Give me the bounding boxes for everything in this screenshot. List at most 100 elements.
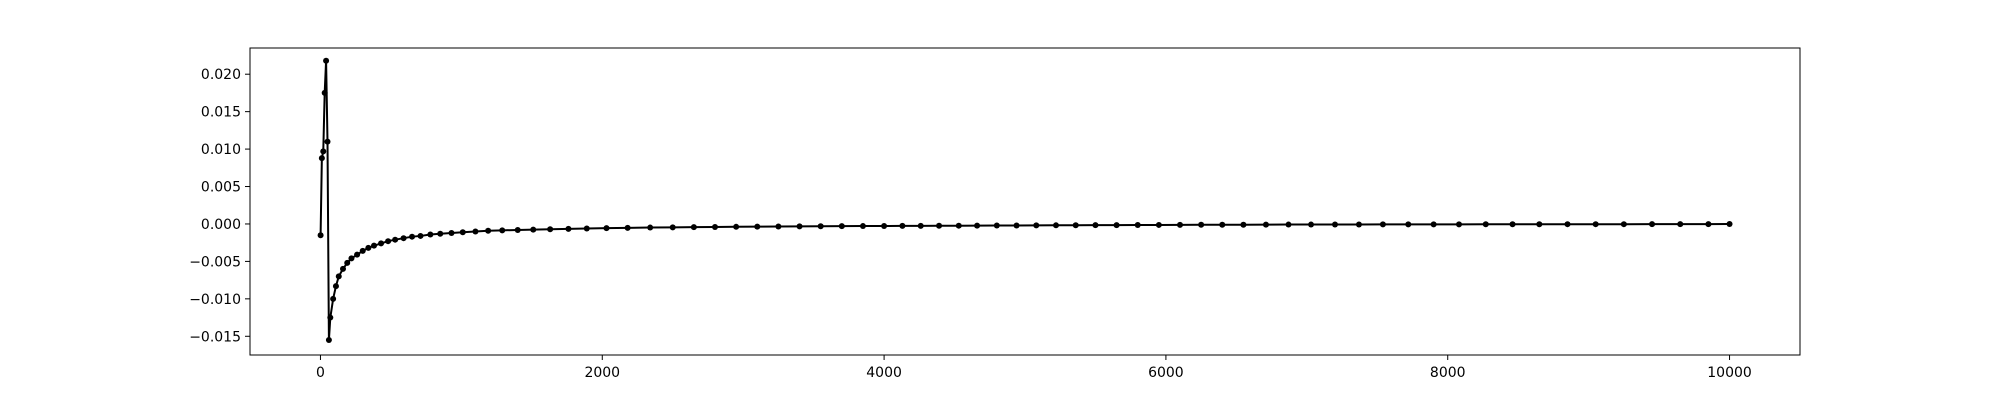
data-point (427, 231, 434, 238)
plot-frame (249, 47, 1801, 356)
data-point (530, 226, 537, 233)
data-point (1033, 222, 1040, 229)
data-point (583, 225, 590, 232)
data-point (917, 222, 924, 229)
data-point (712, 223, 718, 230)
data-point (1405, 221, 1412, 228)
data-point (1285, 221, 1292, 228)
data-point (321, 89, 328, 96)
data-point (378, 240, 385, 247)
data-point (385, 238, 392, 245)
data-point (817, 223, 824, 230)
x-tick-label: 10000 (1707, 365, 1752, 381)
data-point (565, 225, 572, 232)
data-point (459, 229, 466, 236)
data-point (417, 232, 424, 239)
y-tick-label: 0.010 (201, 142, 241, 158)
y-tick-label: −0.015 (189, 329, 241, 345)
data-point (1430, 221, 1437, 228)
data-point (437, 230, 444, 237)
chart-axes: 0 2000 4000 6000 8000 10000 −0.015 −0.010 −0.005… (189, 67, 1752, 381)
data-point (499, 227, 506, 234)
data-point (409, 233, 416, 240)
y-tick-label: 0.020 (201, 67, 241, 83)
data-point (1649, 221, 1656, 228)
data-point (624, 224, 631, 231)
data-point (320, 148, 327, 155)
x-tick-label: 8000 (1430, 365, 1466, 381)
data-point (323, 57, 330, 64)
y-tick-label: 0.005 (201, 180, 241, 196)
data-point (1072, 222, 1079, 229)
data-point (514, 226, 521, 233)
data-point (974, 222, 981, 229)
data-point (1456, 221, 1462, 228)
data-point (899, 222, 906, 229)
data-point (348, 255, 355, 262)
data-point (392, 236, 399, 243)
data-point (1379, 221, 1386, 228)
data-point (371, 242, 377, 249)
data-point (400, 235, 407, 242)
data-point (647, 224, 654, 231)
data-point (485, 227, 492, 234)
data-point (1592, 221, 1599, 228)
data-point (796, 223, 803, 230)
data-point (733, 223, 740, 230)
data-point (1705, 221, 1712, 228)
data-point (1262, 221, 1269, 228)
data-point (669, 224, 676, 231)
data-point (859, 223, 866, 230)
data-point (1355, 221, 1362, 228)
data-point (318, 155, 325, 162)
data-point (365, 244, 372, 251)
data-point (1177, 221, 1183, 228)
y-tick-label: −0.005 (189, 254, 241, 270)
data-point (1308, 221, 1315, 228)
y-tick-label: −0.010 (189, 292, 241, 308)
data-point (775, 223, 782, 230)
data-point (1219, 221, 1226, 228)
data-point (1092, 222, 1099, 229)
data-point (1332, 221, 1338, 228)
x-tick-label: 4000 (866, 365, 902, 381)
data-point (472, 228, 479, 235)
data-point (359, 247, 366, 254)
chart-marks (317, 57, 1733, 344)
data-point (881, 222, 888, 229)
plot-area (250, 48, 1800, 355)
data-point (1677, 221, 1684, 228)
data-point (335, 273, 342, 280)
data-point (993, 222, 1000, 229)
data-point (1155, 221, 1162, 228)
data-point (1482, 221, 1489, 228)
y-tick-label: 0.000 (201, 217, 241, 233)
data-point (332, 283, 339, 290)
data-point (936, 222, 943, 229)
data-point (327, 314, 334, 321)
data-point (1509, 221, 1516, 228)
data-point (603, 225, 610, 232)
data-point (344, 259, 351, 266)
x-tick-label: 2000 (584, 365, 620, 381)
data-point (690, 224, 697, 231)
x-tick-label: 0 (316, 365, 325, 381)
data-point (1053, 222, 1059, 229)
data-point (340, 265, 346, 272)
data-point (838, 223, 845, 230)
data-point (1198, 221, 1205, 228)
data-point (1013, 222, 1020, 229)
data-point (324, 138, 331, 145)
data-point (1564, 221, 1571, 228)
data-point (1536, 221, 1543, 228)
data-point (1726, 221, 1733, 228)
data-point (547, 226, 554, 233)
x-tick-label: 6000 (1148, 365, 1184, 381)
data-point (754, 223, 761, 230)
data-point (1134, 222, 1141, 229)
data-point (325, 337, 332, 344)
data-point (330, 295, 337, 302)
data-point (1240, 221, 1247, 228)
data-point (1113, 222, 1120, 229)
